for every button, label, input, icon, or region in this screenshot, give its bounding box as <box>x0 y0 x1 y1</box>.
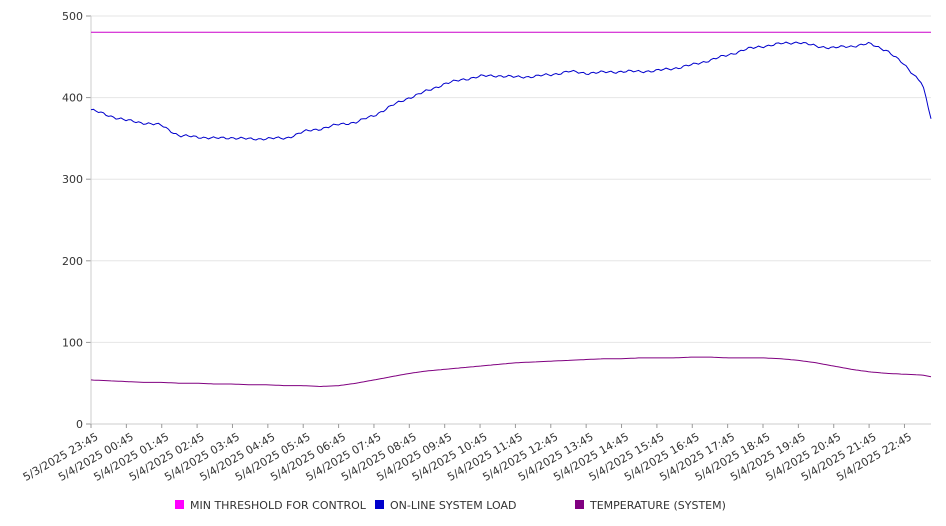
legend: MIN THRESHOLD FOR CONTROL ON-LINE SYSTEM … <box>175 499 726 512</box>
y-tick-label: 400 <box>62 92 83 105</box>
series-lines <box>90 31 932 388</box>
legend-label: MIN THRESHOLD FOR CONTROL <box>190 499 367 512</box>
legend-swatch <box>575 500 584 509</box>
series-line-1 <box>90 41 932 141</box>
y-tick-label: 200 <box>62 255 83 268</box>
legend-swatch <box>375 500 384 509</box>
legend-label: ON-LINE SYSTEM LOAD <box>390 499 516 512</box>
y-tick-label: 300 <box>62 173 83 186</box>
y-tick-label: 0 <box>76 418 83 431</box>
legend-swatch <box>175 500 184 509</box>
y-tick-label: 100 <box>62 336 83 349</box>
legend-label: TEMPERATURE (SYSTEM) <box>589 499 726 512</box>
y-tick-label: 500 <box>62 10 83 23</box>
series-line-2 <box>90 356 932 388</box>
